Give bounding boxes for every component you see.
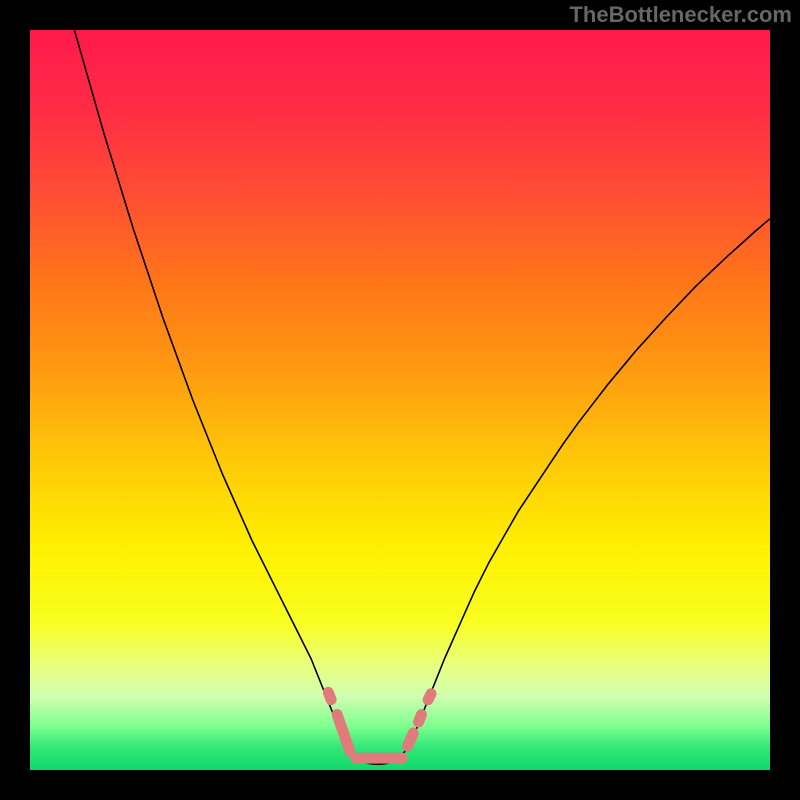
salmon-beads-seg-3 [407,733,413,746]
salmon-beads-seg-5 [428,694,431,700]
plot-background [30,30,770,770]
salmon-beads-seg-4 [419,715,422,722]
watermark-text: TheBottlenecker.com [569,2,792,28]
chart-container: TheBottlenecker.com [0,0,800,800]
salmon-beads-seg-0 [328,692,331,699]
bottleneck-chart [0,0,800,800]
